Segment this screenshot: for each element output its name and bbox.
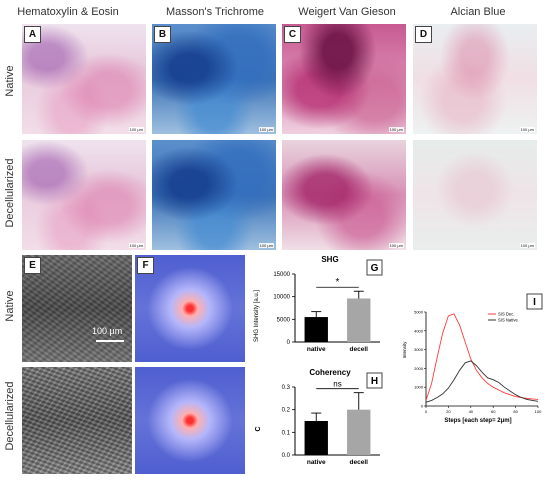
y-tick-label: 15000 xyxy=(273,272,290,278)
y-tick-label: 2000 xyxy=(414,366,424,371)
panel-letter-g: G xyxy=(371,263,379,274)
x-axis-label: Steps [each step= 2μm] xyxy=(444,418,511,424)
shg-scale-bar xyxy=(96,340,124,342)
panel-b-masson-native: B 100 μm xyxy=(152,24,276,134)
significance-label: ns xyxy=(333,380,341,389)
y-tick-label: 1000 xyxy=(414,385,424,390)
panel-weigert-decellularized: 100 μm xyxy=(282,140,406,250)
y-axis-label: C xyxy=(255,426,262,431)
chart-title: SHG xyxy=(321,255,338,264)
shg-scale-bar-label: 100 μm xyxy=(92,326,123,336)
legend-label: SIS Dec. xyxy=(498,312,515,317)
panel-c-weigert-native: C 100 μm xyxy=(282,24,406,134)
panel-fft-decellularized xyxy=(135,367,245,474)
bar-decell xyxy=(347,409,371,455)
y-tick-label: 0.1 xyxy=(282,430,291,436)
scale-bar-label: 100 μm xyxy=(519,127,535,132)
panel-a-he-native: A 100 μm xyxy=(22,24,146,134)
chart-intensity-profile: Intensity Steps [each step= 2μm] 0100020… xyxy=(402,293,543,424)
row-label-decell-bottom: Decellularized xyxy=(4,381,16,451)
chart-title: Coherency xyxy=(309,368,351,377)
scale-bar-label: 100 μm xyxy=(258,127,274,132)
y-tick-label: 3000 xyxy=(414,347,424,352)
column-title-alcian: Alcian Blue xyxy=(450,6,506,18)
bar-native xyxy=(304,421,328,455)
scale-bar-label: 100 μm xyxy=(258,243,274,248)
panel-he-decellularized: 100 μm xyxy=(22,140,146,250)
y-tick-label: 0.0 xyxy=(282,453,291,459)
panel-letter-h: H xyxy=(371,376,378,387)
x-tick-label: 40 xyxy=(469,409,474,414)
chart-shg-intensity: SHG SHG Intensity [a.u.] 0 5000 10000 15000… xyxy=(254,255,383,353)
y-tick-label: 0.2 xyxy=(282,408,291,414)
y-tick-label: 0.3 xyxy=(282,385,291,391)
panel-letter-c: C xyxy=(284,26,301,43)
column-title-masson: Masson's Trichrome xyxy=(165,6,265,18)
series-line-sis-dec- xyxy=(425,313,539,401)
panel-letter-box-i xyxy=(526,293,543,310)
panel-letter-box-g xyxy=(366,259,383,276)
series-line-sis-native xyxy=(425,360,539,403)
y-axis-label: SHG Intensity [a.u.] xyxy=(254,290,260,342)
panel-masson-decellularized: 100 μm xyxy=(152,140,276,250)
panel-f-fft-native: F xyxy=(135,255,245,362)
panel-e-shg-native: E 100 μm xyxy=(22,255,132,362)
column-title-he: Hematoxylin & Eosin xyxy=(17,6,119,18)
row-label-decell-top: Decellularized xyxy=(4,158,16,228)
x-tick-label: 60 xyxy=(491,409,496,414)
significance-label: * xyxy=(336,277,340,288)
panel-letter-f: F xyxy=(137,257,154,274)
panel-shg-decellularized xyxy=(22,367,132,474)
y-tick-label: 4000 xyxy=(414,328,424,333)
scale-bar-label: 100 μm xyxy=(519,243,535,248)
panel-alcian-decellularized: 100 μm xyxy=(413,140,537,250)
x-tick-label: native xyxy=(307,346,326,353)
y-tick-label: 5000 xyxy=(414,310,424,315)
x-tick-label: decell xyxy=(350,346,369,353)
y-tick-label: 0 xyxy=(287,340,291,346)
x-tick-label: native xyxy=(307,459,326,466)
bar-native xyxy=(304,317,328,342)
scale-bar-label: 100 μm xyxy=(388,127,404,132)
x-tick-label: 80 xyxy=(513,409,518,414)
legend-label: SIS Native xyxy=(498,318,518,323)
panel-letter-i: I xyxy=(533,297,536,308)
row-label-native-top: Native xyxy=(4,65,16,97)
y-tick-label: 0 xyxy=(421,404,424,409)
panel-letter-box-h xyxy=(366,372,383,389)
x-tick-label: 0 xyxy=(425,409,428,414)
y-tick-label: 5000 xyxy=(277,317,291,323)
y-axis-label: Intensity xyxy=(402,341,407,359)
column-title-weigert: Weigert Van Gieson xyxy=(298,6,396,18)
panel-letter-a: A xyxy=(24,26,41,43)
scale-bar-label: 100 μm xyxy=(128,243,144,248)
panel-letter-e: E xyxy=(24,257,41,274)
chart-coherency: Coherency C 0.0 0.1 0.2 0.3 native decell ns H xyxy=(255,368,383,466)
scale-bar-label: 100 μm xyxy=(388,243,404,248)
bar-decell xyxy=(347,298,371,342)
row-label-native-bottom: Native xyxy=(4,290,16,322)
panel-d-alcian-native: D 100 μm xyxy=(413,24,537,134)
y-tick-label: 10000 xyxy=(273,295,290,301)
x-tick-label: 100 xyxy=(535,409,542,414)
x-tick-label: 20 xyxy=(446,409,451,414)
scale-bar-label: 100 μm xyxy=(128,127,144,132)
x-tick-label: decell xyxy=(350,459,369,466)
panel-letter-b: B xyxy=(154,26,171,43)
panel-letter-d: D xyxy=(415,26,432,43)
